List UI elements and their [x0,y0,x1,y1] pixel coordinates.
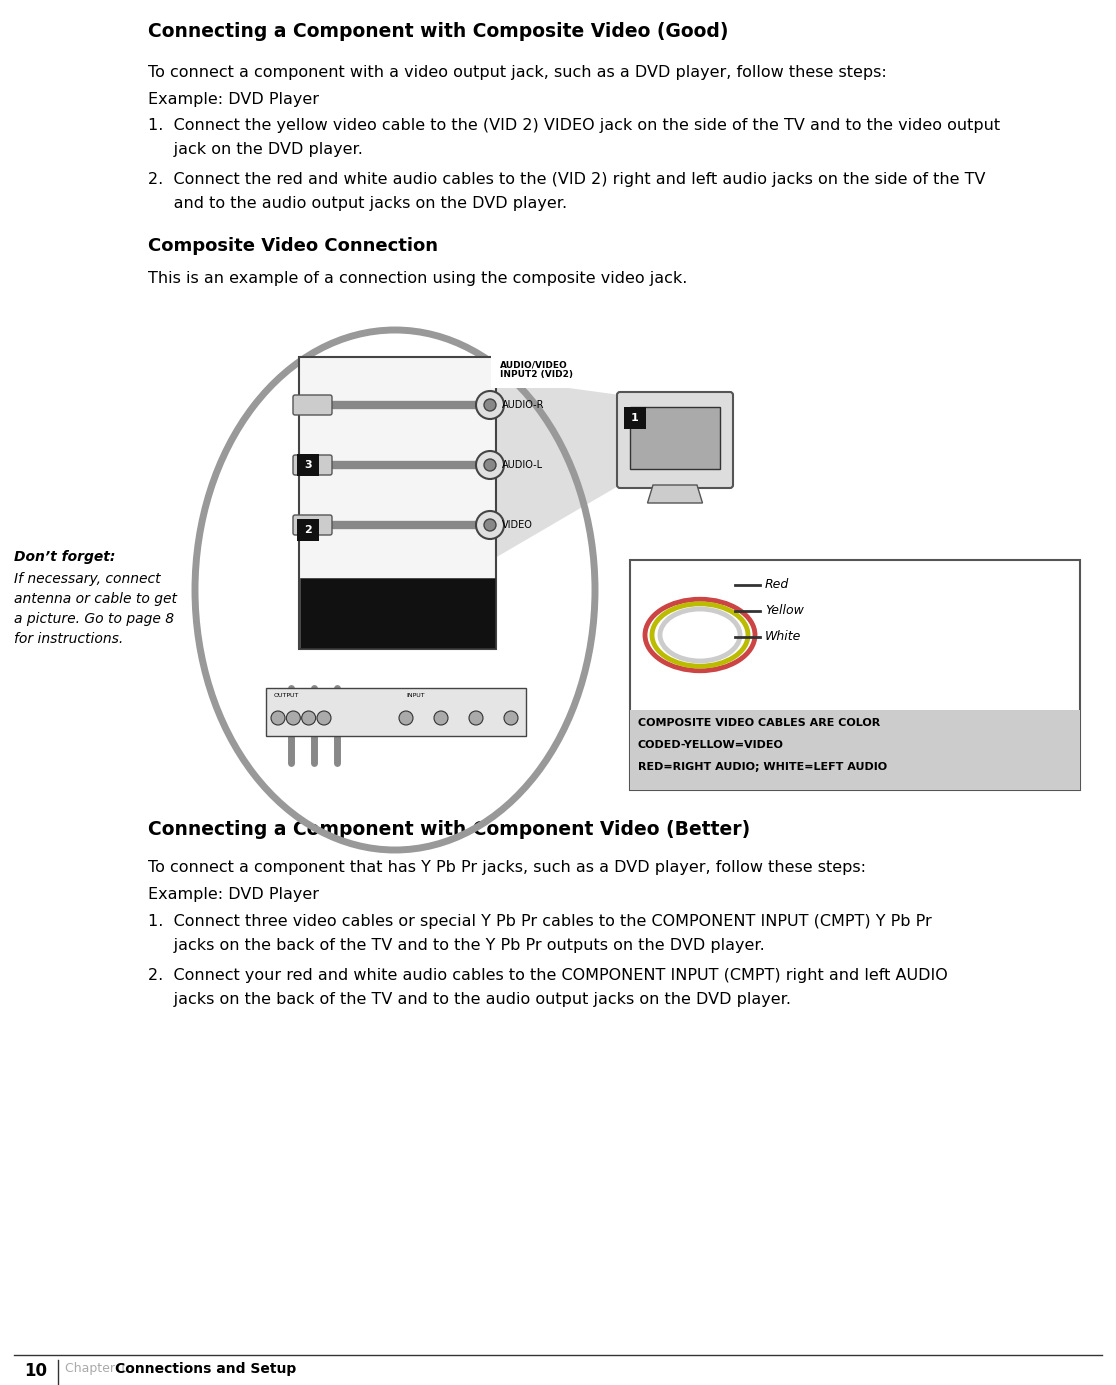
Circle shape [484,519,496,530]
Circle shape [504,711,518,724]
Text: If necessary, connect: If necessary, connect [15,572,161,586]
Text: AUDIO/VIDEO
INPUT2 (VID2): AUDIO/VIDEO INPUT2 (VID2) [500,360,573,379]
Text: 1: 1 [632,413,638,422]
Circle shape [271,711,285,724]
Text: OUTPUT: OUTPUT [275,692,299,698]
Text: a picture. Go to page 8: a picture. Go to page 8 [15,612,174,626]
Text: 2.  Connect your red and white audio cables to the COMPONENT INPUT (CMPT) right : 2. Connect your red and white audio cabl… [148,968,947,983]
Text: To connect a component with a video output jack, such as a DVD player, follow th: To connect a component with a video outp… [148,65,887,80]
Text: 1.  Connect the yellow video cable to the (VID 2) VIDEO jack on the side of the : 1. Connect the yellow video cable to the… [148,118,1000,133]
Polygon shape [496,378,620,558]
Text: 1.  Connect three video cables or special Y Pb Pr cables to the COMPONENT INPUT : 1. Connect three video cables or special… [148,914,932,929]
Text: Composite Video Connection: Composite Video Connection [148,237,437,255]
Circle shape [484,399,496,411]
Text: This is an example of a connection using the composite video jack.: This is an example of a connection using… [148,271,687,285]
Text: Example: DVD Player: Example: DVD Player [148,886,319,902]
Polygon shape [647,485,702,503]
Text: AUDIO-R: AUDIO-R [502,400,545,410]
Circle shape [477,391,504,420]
Text: White: White [764,630,801,644]
FancyBboxPatch shape [299,357,496,650]
Text: 10: 10 [25,1361,48,1379]
Text: VIDEO: VIDEO [502,519,532,530]
Bar [266,688,526,735]
Circle shape [469,711,483,724]
Text: jack on the DVD player.: jack on the DVD player. [148,143,363,157]
Bar [297,519,319,542]
Text: antenna or cable to get: antenna or cable to get [15,591,177,607]
FancyBboxPatch shape [294,395,331,416]
Text: To connect a component that has Y Pb Pr jacks, such as a DVD player, follow thes: To connect a component that has Y Pb Pr … [148,860,866,875]
Text: 3: 3 [305,460,311,470]
FancyBboxPatch shape [617,392,733,488]
Text: Connecting a Component with Composite Video (Good): Connecting a Component with Composite Vi… [148,22,729,42]
Circle shape [317,711,331,724]
Text: and to the audio output jacks on the DVD player.: and to the audio output jacks on the DVD… [148,197,567,211]
Text: COMPOSITE VIDEO CABLES ARE COLOR: COMPOSITE VIDEO CABLES ARE COLOR [638,717,881,729]
Text: INPUT: INPUT [406,692,424,698]
Text: jacks on the back of the TV and to the Y Pb Pr outputs on the DVD player.: jacks on the back of the TV and to the Y… [148,938,764,953]
Circle shape [434,711,448,724]
Text: 2.  Connect the red and white audio cables to the (VID 2) right and left audio j: 2. Connect the red and white audio cable… [148,172,985,187]
FancyBboxPatch shape [294,515,331,535]
Text: Example: DVD Player: Example: DVD Player [148,91,319,107]
Bar [624,407,646,429]
FancyBboxPatch shape [294,456,331,475]
Text: 2: 2 [305,525,311,535]
Bar [631,407,720,470]
Text: jacks on the back of the TV and to the audio output jacks on the DVD player.: jacks on the back of the TV and to the a… [148,992,791,1007]
Circle shape [477,511,504,539]
Text: for instructions.: for instructions. [15,632,123,645]
Text: Red: Red [764,579,789,591]
Bar [631,711,1080,789]
Text: RED=RIGHT AUDIO; WHITE=LEFT AUDIO: RED=RIGHT AUDIO; WHITE=LEFT AUDIO [638,762,887,771]
Text: Don’t forget:: Don’t forget: [15,550,115,564]
Text: Yellow: Yellow [764,604,804,618]
Text: Chapter 1: Chapter 1 [65,1361,127,1375]
Circle shape [287,711,300,724]
Circle shape [400,711,413,724]
Bar [631,560,1080,789]
Bar [297,454,319,476]
Circle shape [301,711,316,724]
Text: Connecting a Component with Component Video (Better): Connecting a Component with Component Vi… [148,820,750,839]
Text: CODED-YELLOW=VIDEO: CODED-YELLOW=VIDEO [638,740,783,751]
Circle shape [484,458,496,471]
Text: AUDIO-L: AUDIO-L [502,460,543,470]
Circle shape [477,452,504,479]
Bar [300,578,496,648]
Text: Connections and Setup: Connections and Setup [115,1361,296,1377]
